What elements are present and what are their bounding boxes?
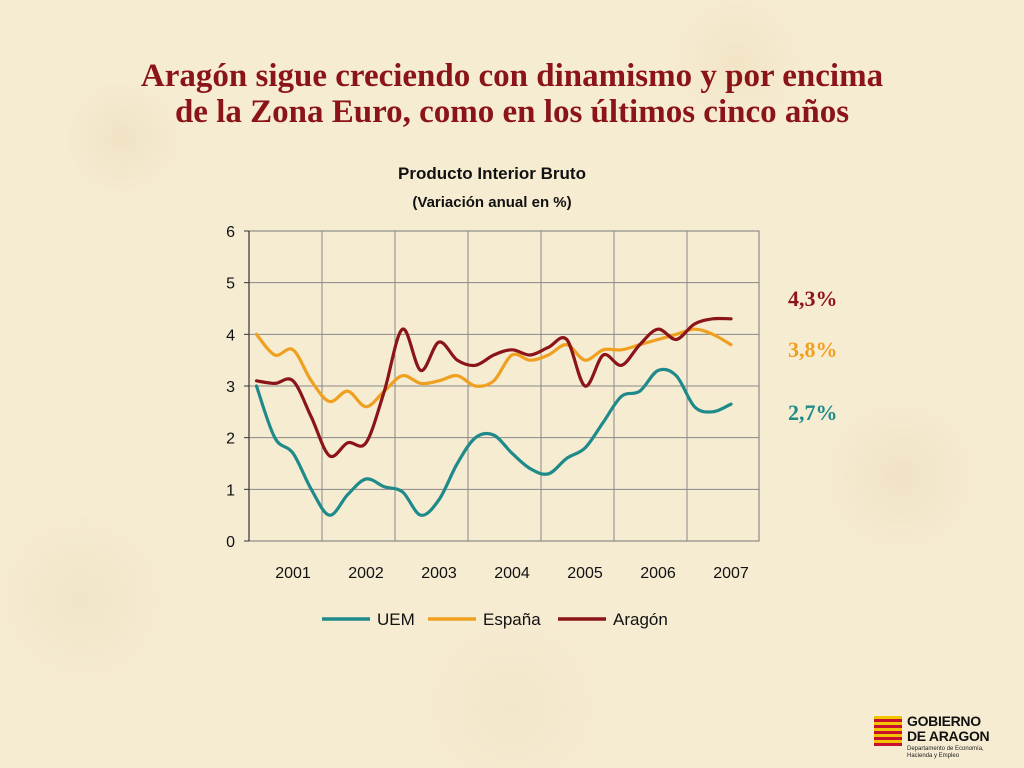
x-tick-label-2003: 2003 xyxy=(421,565,457,582)
y-tick-label-0: 0 xyxy=(226,534,235,551)
chart-subtitle: (Variación anual en %) xyxy=(412,194,571,211)
annotation-espana-value: 3,8% xyxy=(788,337,838,362)
y-tick-label-6: 6 xyxy=(226,224,235,241)
x-tick-label-2002: 2002 xyxy=(348,565,384,582)
x-tick-label-2007: 2007 xyxy=(713,565,749,582)
x-tick-label-2004: 2004 xyxy=(494,565,530,582)
logo-subtitle-line-1: Departamento de Economía, xyxy=(907,746,984,752)
series-line-aragón xyxy=(254,316,733,459)
logo-line-1: GOBIERNO xyxy=(907,713,981,729)
y-tick-label-3: 3 xyxy=(226,379,235,396)
y-tick-label-5: 5 xyxy=(226,276,235,293)
slide-title-line-1: Aragón sigue creciendo con dinamismo y p… xyxy=(140,58,884,94)
series-line-españa xyxy=(254,327,733,409)
chart-title: Producto Interior Bruto xyxy=(398,164,586,183)
annotation-uem-value: 2,7% xyxy=(788,400,838,425)
annotation-aragon-value: 4,3% xyxy=(788,286,838,311)
slide-title-line-2: de la Zona Euro, como en los últimos cin… xyxy=(174,94,850,130)
series-line-uem xyxy=(254,367,733,517)
legend-label-españa: España xyxy=(483,610,541,629)
x-tick-label-2001: 2001 xyxy=(275,565,311,582)
gobierno-aragon-logo: GOBIERNO DE ARAGON Departamento de Econo… xyxy=(874,712,1024,768)
y-tick-label-2: 2 xyxy=(226,431,235,448)
logo-subtitle: Departamento de Economía, Hacienda y Emp… xyxy=(907,746,997,760)
y-tick-label-4: 4 xyxy=(226,327,235,344)
aragon-flag-icon xyxy=(874,716,902,746)
y-tick-label-1: 1 xyxy=(226,482,235,499)
legend-label-aragón: Aragón xyxy=(613,610,668,629)
x-tick-label-2006: 2006 xyxy=(640,565,676,582)
logo-subtitle-line-2: Hacienda y Empleo xyxy=(907,753,960,759)
logo-line-2: DE ARAGON xyxy=(907,728,990,744)
legend-label-uem: UEM xyxy=(377,610,415,629)
x-tick-label-2005: 2005 xyxy=(567,565,603,582)
slide-title: Aragón sigue creciendo con dinamismo y p… xyxy=(0,58,1024,130)
